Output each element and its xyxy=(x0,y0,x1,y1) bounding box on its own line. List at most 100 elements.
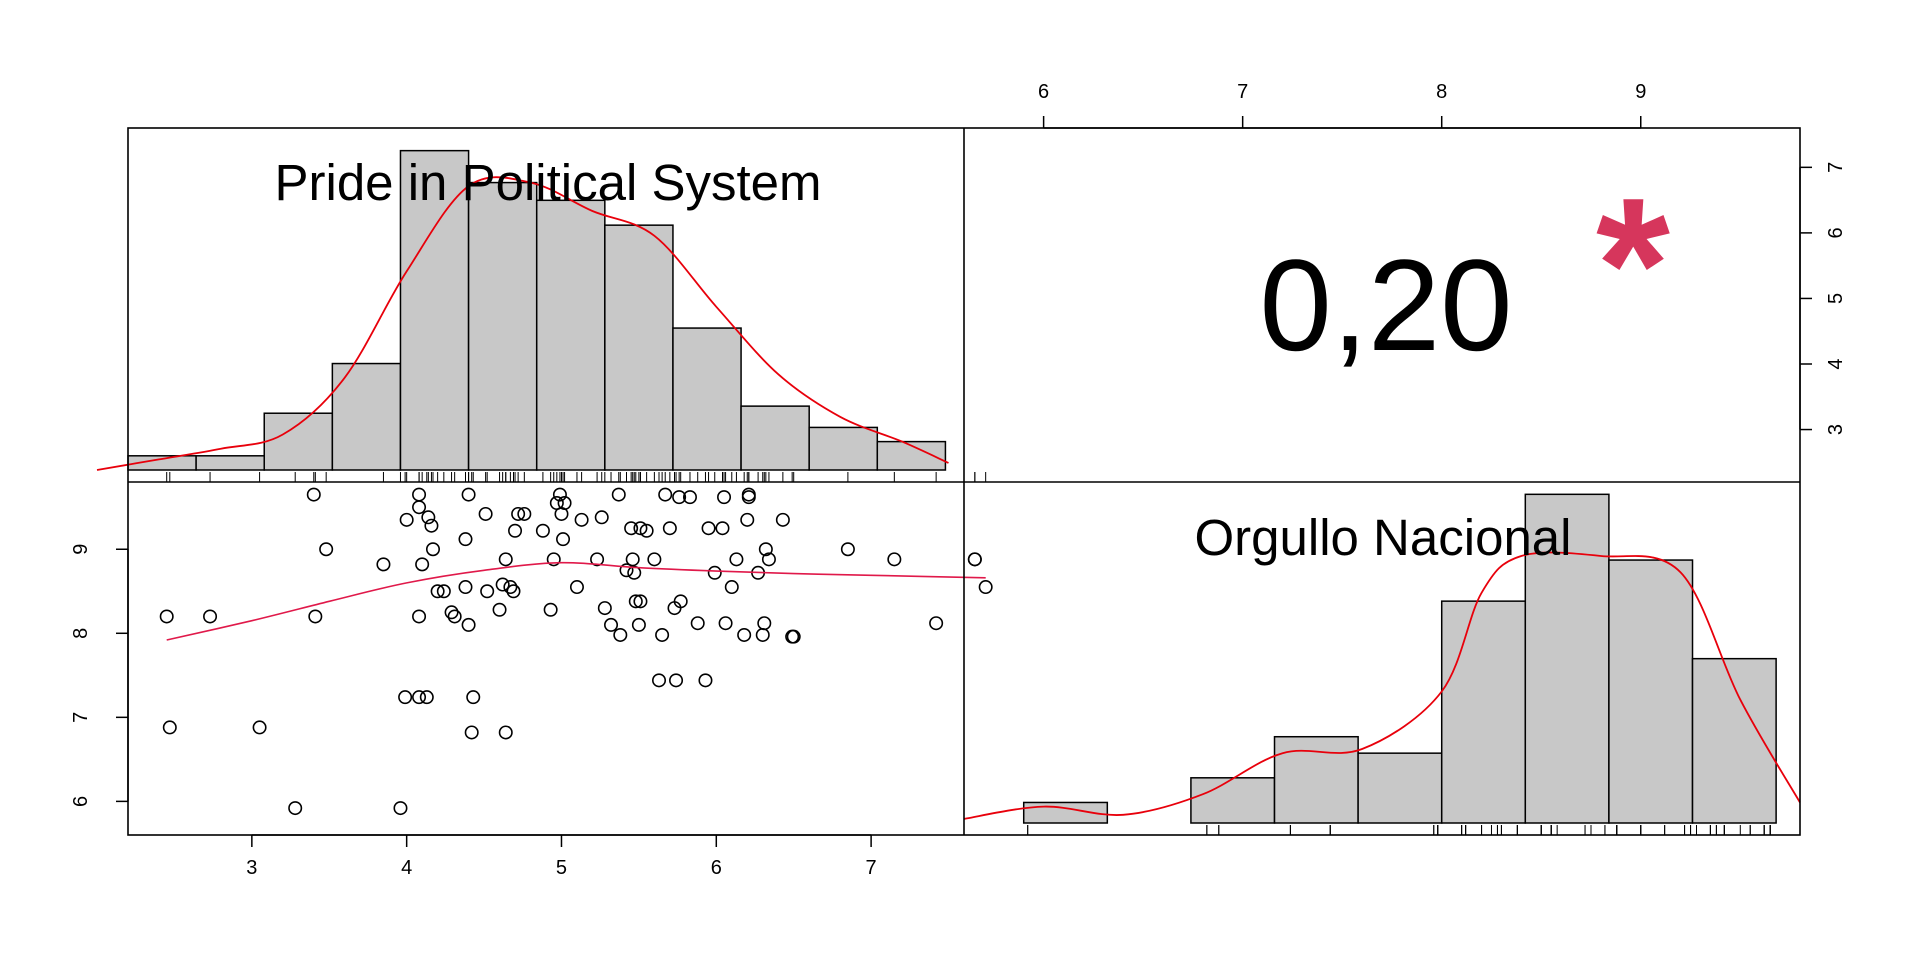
scatter-point xyxy=(672,490,687,505)
scatter-point xyxy=(498,552,513,567)
scatter-point xyxy=(633,521,648,536)
scatter-point xyxy=(393,801,408,816)
right-axis-tick-label: 5 xyxy=(1825,293,1847,304)
scatter-point xyxy=(498,725,513,740)
scatter-point xyxy=(698,673,713,688)
scatter-point xyxy=(978,580,993,595)
histogram-bar xyxy=(1440,600,1527,824)
histogram-bar xyxy=(263,412,334,471)
scatter-point xyxy=(701,521,716,536)
scatter-point xyxy=(464,725,479,740)
scatter-point xyxy=(252,720,267,735)
scatter-point xyxy=(737,627,752,642)
top-axis-tick-label: 9 xyxy=(1635,81,1646,103)
scatter-point xyxy=(574,512,589,527)
right-axis-tick-label: 7 xyxy=(1825,162,1847,173)
scatter-point xyxy=(478,506,493,521)
scatter-point xyxy=(308,609,323,624)
scatter-point xyxy=(480,584,495,599)
scatter-point xyxy=(444,605,459,620)
density-curve-pride xyxy=(96,176,949,471)
scatter-point xyxy=(421,510,436,525)
scatter-point xyxy=(639,523,654,538)
scatter-point xyxy=(546,552,561,567)
panel-frames xyxy=(127,127,1801,836)
scatter-point xyxy=(398,690,413,705)
scatter-point xyxy=(718,616,733,631)
scatter-point xyxy=(755,627,770,642)
scatter-point xyxy=(715,521,730,536)
scatter-point xyxy=(662,521,677,536)
axes: 3 4 5 6 7 6 7 8 9 6 7 8 9 3 4 5 6 7 xyxy=(70,81,1847,879)
histogram-bar xyxy=(535,199,606,471)
scatter-point xyxy=(652,673,667,688)
top-axis-tick-label: 6 xyxy=(1038,81,1049,103)
scatter-point xyxy=(306,487,321,502)
scatter-point xyxy=(613,627,628,642)
scatter-point xyxy=(419,690,434,705)
scatter-point xyxy=(633,594,648,609)
scatter-point xyxy=(159,609,174,624)
scatter-point xyxy=(412,487,427,502)
scatter-point xyxy=(625,552,640,567)
histogram-bar xyxy=(467,181,538,471)
scatter-point xyxy=(758,542,773,557)
correlation-value: 0,20 xyxy=(1259,232,1512,378)
scatter-point xyxy=(761,552,776,567)
histogram-bar xyxy=(195,455,265,471)
scatter-point xyxy=(624,521,639,536)
histogram-bar xyxy=(1022,801,1109,824)
scatter-point xyxy=(461,487,476,502)
right-axis-tick-label: 4 xyxy=(1825,358,1847,369)
top-axis-tick-label: 7 xyxy=(1237,81,1248,103)
scatter-point xyxy=(611,487,626,502)
histogram-bar xyxy=(1357,752,1443,824)
scatter-point xyxy=(557,496,572,511)
scatter-point xyxy=(415,557,430,572)
scatter-point xyxy=(503,580,518,595)
scatter-point xyxy=(682,490,697,505)
bottom-axis-tick-label: 4 xyxy=(401,857,412,879)
scatter-point xyxy=(424,518,439,533)
scatter-point xyxy=(162,720,177,735)
scatter-point xyxy=(840,542,855,557)
panel-top-left-histogram: Pride in Political System xyxy=(96,149,987,482)
histogram-bar xyxy=(399,149,470,471)
histogram-bar xyxy=(331,362,402,471)
scatter-point xyxy=(658,487,673,502)
scatter-point xyxy=(690,616,705,631)
scatter-point xyxy=(412,500,427,515)
scatter-point xyxy=(569,580,584,595)
bottom-axis-tick-label: 6 xyxy=(711,857,722,879)
scatter-point xyxy=(203,609,218,624)
panel-top-right-correlation: 0,20 * xyxy=(1259,159,1670,378)
left-axis-tick-label: 7 xyxy=(70,712,92,723)
histogram-bar xyxy=(1524,493,1610,824)
scatter-point xyxy=(655,627,670,642)
scatter-point xyxy=(597,601,612,616)
left-axis-tick-label: 8 xyxy=(70,628,92,639)
panel-bottom-left-scatter xyxy=(159,487,993,816)
panel-title-orgullo: Orgullo Nacional xyxy=(1194,509,1571,566)
scatter-point xyxy=(506,584,521,599)
panel-title-pride: Pride in Political System xyxy=(274,154,821,211)
scatter-point xyxy=(631,617,646,632)
scatter-point xyxy=(552,487,567,502)
left-axis-tick-label: 6 xyxy=(70,796,92,807)
right-axis-tick-label: 6 xyxy=(1825,227,1847,238)
panel-bottom-right-histogram: Orgullo Nacional xyxy=(963,493,1801,835)
scatter-point xyxy=(729,552,744,567)
scatter-point xyxy=(707,565,722,580)
scatter-point xyxy=(511,506,526,521)
significance-star: * xyxy=(1596,159,1670,371)
scatter-point xyxy=(775,512,790,527)
scatter-point xyxy=(669,673,684,688)
scatter-point xyxy=(412,690,427,705)
histogram-bar xyxy=(1190,777,1276,824)
scatter-point xyxy=(458,580,473,595)
scatter-point xyxy=(288,801,303,816)
scatter-point xyxy=(543,602,558,617)
bottom-axis-tick-label: 3 xyxy=(246,857,257,879)
scatter-point xyxy=(376,557,391,572)
scatter-point xyxy=(647,552,662,567)
